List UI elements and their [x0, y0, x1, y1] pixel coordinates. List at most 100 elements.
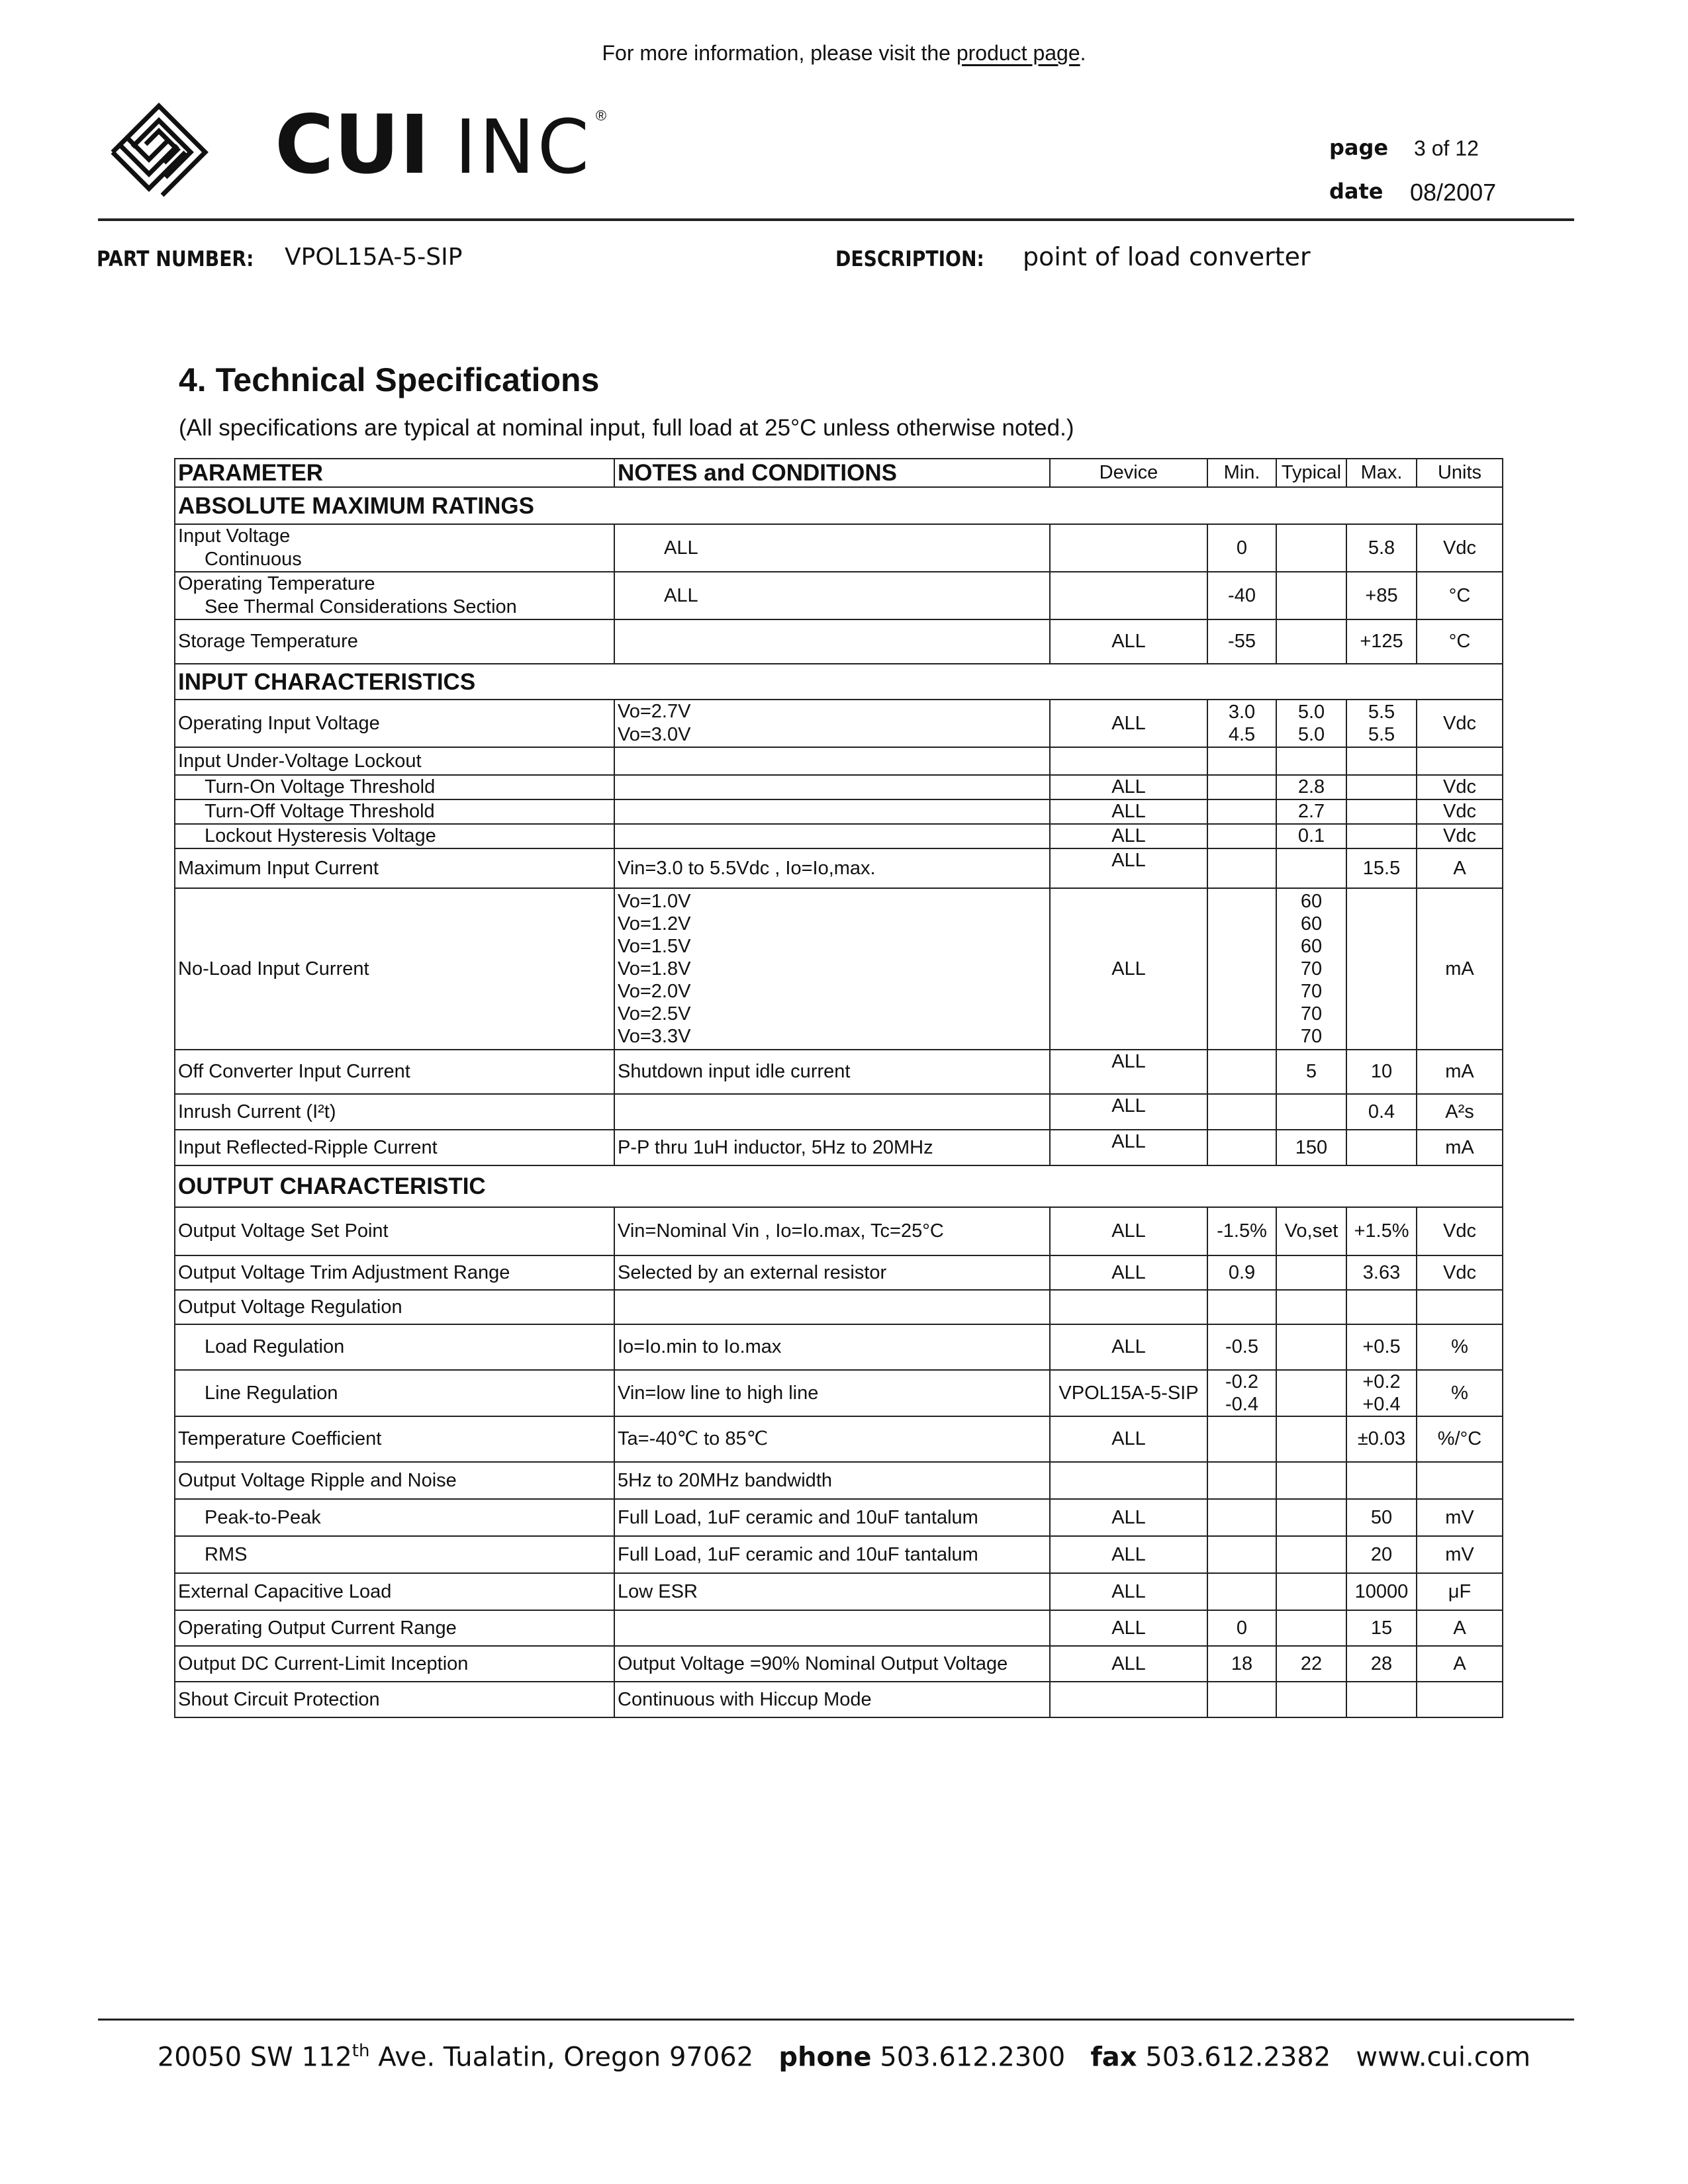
max-cell	[1346, 1129, 1417, 1166]
table-row: Output Voltage Regulation	[174, 1289, 1503, 1325]
table-row: Input Under-Voltage Lockout	[174, 747, 1503, 776]
min-cell: 3.0 4.5	[1207, 699, 1277, 748]
device-cell: ALL	[1049, 799, 1208, 825]
notes-cell	[614, 1289, 1051, 1325]
units-cell: °C	[1416, 571, 1503, 620]
notes-text: Selected by an external resistor	[618, 1261, 887, 1283]
parameter-text: Input Reflected-Ripple Current	[178, 1136, 438, 1158]
date-label: date	[1329, 179, 1383, 204]
notes-text: Vin=3.0 to 5.5Vdc , Io=Io,max.	[618, 857, 876, 879]
max-cell: 28	[1346, 1645, 1417, 1682]
fax-number: 503.612.2382	[1145, 2042, 1331, 2073]
parameter-text: Off Converter Input Current	[178, 1061, 410, 1082]
min-cell: 0.9	[1207, 1255, 1277, 1291]
table-row: Off Converter Input Current Shutdown inpu…	[174, 1049, 1503, 1095]
max-cell	[1346, 747, 1417, 776]
typ-cell: 22	[1276, 1645, 1347, 1682]
parameter-cell: Output DC Current-Limit Inception	[174, 1645, 615, 1682]
product-page-link[interactable]: product page	[956, 41, 1080, 65]
typ-cell	[1276, 1289, 1347, 1325]
table-row: Operating Input Voltage Vo=2.7V Vo=3.0V ALL…	[174, 699, 1503, 748]
max-cell: 5.8	[1346, 523, 1417, 572]
units-cell: mV	[1416, 1535, 1503, 1574]
units-cell: Vdc	[1416, 699, 1503, 748]
units-cell: A	[1416, 1610, 1503, 1647]
parameter-cell: Output Voltage Ripple and Noise	[174, 1461, 615, 1500]
page-value: 3 of 12	[1414, 136, 1479, 160]
notes-cell	[614, 747, 1051, 776]
max-cell: 0.4	[1346, 1093, 1417, 1130]
device-cell: ALL	[1049, 1535, 1208, 1574]
units-cell	[1416, 1289, 1503, 1325]
notes-cell: Full Load, 1uF ceramic and 10uF tantalum	[614, 1498, 1051, 1537]
notes-cell	[614, 1093, 1051, 1130]
notes-cell	[614, 774, 1051, 800]
parameter-text: Operating Input Voltage	[178, 712, 380, 734]
table-row: Input Voltage Continuous ALL 0 5.8 Vdc	[174, 523, 1503, 572]
units-cell: Vdc	[1416, 1206, 1503, 1256]
notes-text: Vo=3.0V	[618, 724, 691, 745]
parameter-cell: No-Load Input Current	[174, 887, 615, 1050]
device-cell: ALL	[1049, 1255, 1208, 1291]
parameter-text: Output Voltage Set Point	[178, 1220, 389, 1242]
table-row: Turn-Off Voltage Threshold ALL 2.7 Vdc	[174, 799, 1503, 825]
parameter-cell: Output Voltage Trim Adjustment Range	[174, 1255, 615, 1291]
notes-text: Vin=Nominal Vin , Io=Io.max, Tc=25°C	[618, 1220, 944, 1242]
parameter-text: Input Voltage	[178, 525, 291, 547]
website-link[interactable]: www.cui.com	[1356, 2042, 1531, 2073]
notes-text: Vo=2.5V	[618, 1003, 691, 1024]
min-cell	[1207, 1681, 1277, 1718]
typ-cell	[1276, 523, 1347, 572]
table-row: Inrush Current (I²t) ALL 0.4 A²s	[174, 1093, 1503, 1130]
part-number-value: VPOL15A-5-SIP	[285, 244, 463, 271]
parameter-cell: Input Under-Voltage Lockout	[174, 747, 615, 776]
parameter-cell: Operating Temperature See Thermal Conside…	[174, 571, 615, 620]
table-row: Output Voltage Set Point Vin=Nominal Vin …	[174, 1206, 1503, 1256]
top-note-end: .	[1080, 41, 1086, 65]
table-row: Turn-On Voltage Threshold ALL 2.8 Vdc	[174, 774, 1503, 800]
table-row: Temperature Coefficient Ta=-40℃ to 85℃ ALL…	[174, 1416, 1503, 1463]
parameter-text: Turn-On Voltage Threshold	[205, 776, 436, 797]
units-cell: Vdc	[1416, 1255, 1503, 1291]
units-cell: A	[1416, 1645, 1503, 1682]
table-row: Load Regulation Io=Io.min to Io.max ALL -0.…	[174, 1324, 1503, 1371]
max-cell	[1346, 887, 1417, 1050]
notes-cell: ALL	[614, 571, 1051, 620]
parameter-cell: Operating Output Current Range	[174, 1610, 615, 1647]
notes-cell: Selected by an external resistor	[614, 1255, 1051, 1291]
notes-text: Vo=1.0V	[618, 891, 691, 912]
parameter-text: External Capacitive Load	[178, 1580, 392, 1602]
max-cell: ±0.03	[1346, 1416, 1417, 1463]
parameter-cell: Output Voltage Regulation	[174, 1289, 615, 1325]
notes-text: Low ESR	[618, 1580, 698, 1602]
parameter-text: Maximum Input Current	[178, 857, 379, 879]
max-cell	[1346, 1289, 1417, 1325]
units-cell: Vdc	[1416, 799, 1503, 825]
typ-cell	[1276, 1572, 1347, 1611]
units-cell: A	[1416, 848, 1503, 889]
cui-logo-icon	[111, 103, 209, 197]
min-cell: 0	[1207, 523, 1277, 572]
column-header: Device	[1049, 458, 1208, 488]
header-divider	[98, 218, 1574, 221]
min-cell	[1207, 747, 1277, 776]
address-sup: th	[352, 2041, 370, 2061]
parameter-text: Turn-Off Voltage Threshold	[205, 801, 435, 822]
device-cell: ALL	[1049, 1498, 1208, 1537]
parameter-cell: RMS	[174, 1535, 615, 1574]
notes-text: P-P thru 1uH inductor, 5Hz to 20MHz	[618, 1136, 933, 1158]
device-cell: VPOL15A-5-SIP	[1049, 1369, 1208, 1417]
max-cell: +0.2 +0.4	[1346, 1369, 1417, 1417]
typ-cell	[1276, 1369, 1347, 1417]
page-subtitle: (All specifications are typical at nomin…	[179, 415, 1074, 441]
device-cell: ALL	[1049, 848, 1208, 889]
notes-text: 5Hz to 20MHz bandwidth	[618, 1469, 832, 1491]
notes-text: Vo=2.7V	[618, 701, 691, 722]
units-cell: °C	[1416, 619, 1503, 664]
notes-text: Vo=1.5V	[618, 936, 691, 957]
table-row: Output Voltage Ripple and Noise 5Hz to 20…	[174, 1461, 1503, 1500]
min-cell	[1207, 1049, 1277, 1095]
notes-cell: Shutdown input idle current	[614, 1049, 1051, 1095]
max-cell: +1.5%	[1346, 1206, 1417, 1256]
parameter-text: Output Voltage Trim Adjustment Range	[178, 1261, 510, 1283]
